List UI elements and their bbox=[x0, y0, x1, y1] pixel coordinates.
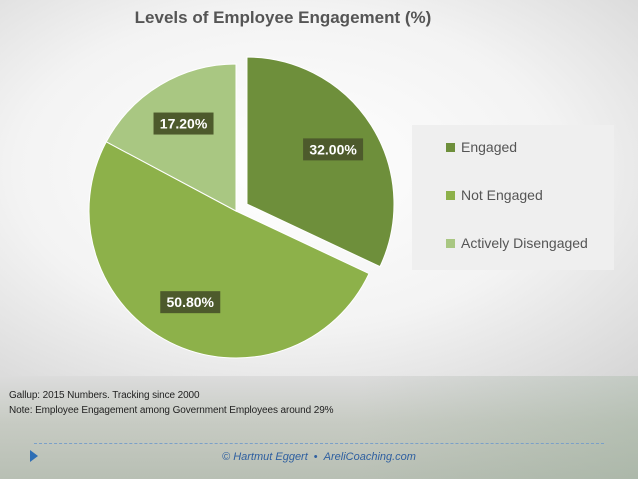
data-label-box-not-engaged bbox=[160, 291, 221, 314]
note-government: Note: Employee Engagement among Governme… bbox=[9, 405, 334, 416]
divider bbox=[34, 443, 604, 444]
pie-chart: 32.00% 50.80% 17.20% bbox=[88, 56, 395, 359]
chart-title: Levels of Employee Engagement (%) bbox=[134, 8, 432, 27]
data-label-text-engaged: 32.00% bbox=[309, 141, 357, 157]
play-icon bbox=[30, 450, 38, 462]
legend-swatch-actively-disengaged bbox=[446, 238, 455, 248]
data-label-box-actively-disengaged bbox=[153, 112, 214, 135]
data-label-not-engaged: 50.80% bbox=[160, 291, 221, 314]
chart-area: Levels of Employee Engagement (%) 32.00%… bbox=[0, 0, 638, 376]
legend-item-actively-disengaged: Actively Disengaged bbox=[446, 235, 588, 251]
footer-author: © Hartmut Eggert bbox=[222, 451, 308, 463]
data-label-engaged: 32.00% bbox=[303, 138, 364, 161]
legend-item-not-engaged: Not Engaged bbox=[446, 187, 543, 203]
pie-slice-actively-disengaged bbox=[105, 63, 237, 212]
data-label-text-not-engaged: 50.80% bbox=[167, 294, 215, 310]
bottom-band bbox=[0, 376, 638, 479]
pie-slice-not-engaged bbox=[88, 141, 370, 359]
legend-swatch-engaged bbox=[446, 142, 455, 152]
legend-label-not-engaged: Not Engaged bbox=[461, 187, 543, 203]
legend-item-engaged: Engaged bbox=[446, 139, 517, 155]
footer-site[interactable]: AreliCoaching.com bbox=[323, 451, 416, 463]
data-label-actively-disengaged: 17.20% bbox=[153, 112, 214, 135]
note-gallup: Gallup: 2015 Numbers. Tracking since 200… bbox=[9, 390, 200, 401]
data-label-text-actively-disengaged: 17.20% bbox=[160, 116, 208, 132]
pie-slice-engaged bbox=[246, 56, 395, 268]
data-label-box-engaged bbox=[303, 138, 364, 161]
footer: © Hartmut Eggert • AreliCoaching.com bbox=[0, 451, 638, 463]
legend-label-engaged: Engaged bbox=[461, 139, 518, 155]
footer-separator: • bbox=[313, 451, 318, 463]
legend: Engaged Not Engaged Actively Disengaged bbox=[412, 125, 614, 270]
legend-label-actively-disengaged: Actively Disengaged bbox=[461, 235, 588, 251]
money-background bbox=[358, 376, 638, 479]
legend-swatch-not-engaged bbox=[446, 190, 455, 200]
